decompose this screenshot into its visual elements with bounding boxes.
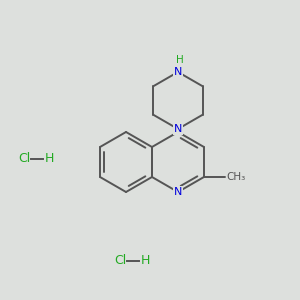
Text: Cl: Cl [114, 254, 126, 268]
Text: N: N [174, 124, 182, 134]
Text: H: H [44, 152, 54, 166]
Text: H: H [176, 56, 184, 65]
Text: N: N [174, 67, 182, 77]
Text: CH₃: CH₃ [226, 172, 245, 182]
Text: N: N [174, 187, 182, 197]
Text: Cl: Cl [18, 152, 30, 166]
Text: H: H [140, 254, 150, 268]
